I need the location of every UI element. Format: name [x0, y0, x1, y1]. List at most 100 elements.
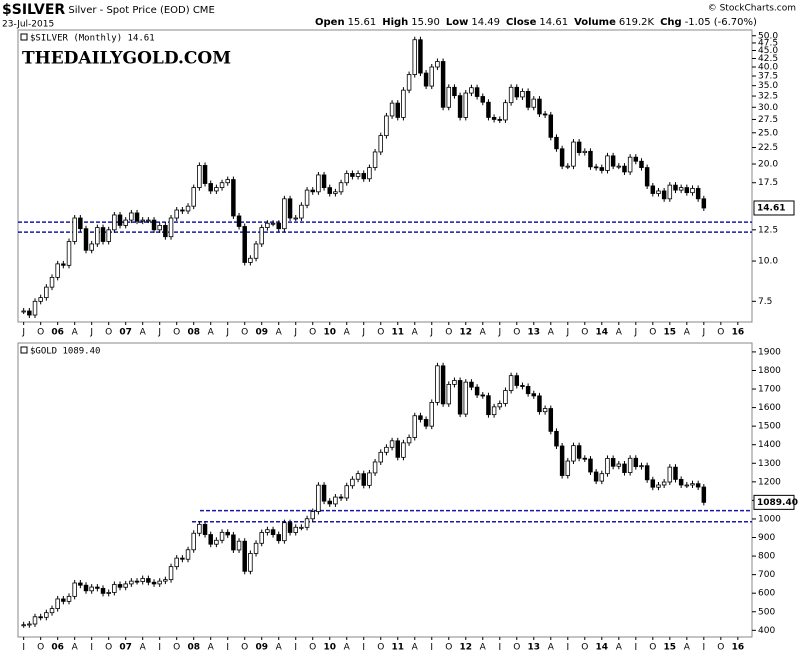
x-tick-label: 08 [187, 643, 200, 650]
candle-body [593, 471, 599, 482]
candle-body [44, 612, 49, 618]
candle-body [225, 531, 230, 536]
candle-body [129, 212, 134, 221]
candle-body [661, 190, 667, 200]
candle-body [117, 584, 123, 588]
x-tick-label: O [581, 328, 588, 338]
candle-body [656, 190, 661, 194]
x-tick-label: J [89, 328, 93, 338]
quote-label: Open [315, 17, 345, 28]
x-tick-label: 15 [664, 328, 677, 338]
x-tick-label: J [701, 328, 705, 338]
quote: Open 15.61 High 15.90 Low 14.49 Close 14.61 Volu… [315, 17, 757, 28]
candle-body [497, 403, 503, 408]
candle-body [395, 440, 400, 458]
y-tick-label: 40.0 [758, 62, 778, 72]
y-tick-label: 1600 [758, 403, 781, 413]
candle-body [236, 215, 242, 227]
candle-body [338, 182, 344, 193]
watermark: THEDAILYGOLD.COM [22, 49, 231, 69]
x-tick-label: 13 [528, 643, 541, 650]
x-tick-label: O [717, 328, 724, 338]
y-tick-label: 17.5 [758, 178, 778, 188]
candle-body [435, 365, 440, 403]
candle-body [49, 608, 55, 614]
candle-body [225, 179, 230, 184]
candle-body [440, 365, 446, 405]
x-tick-label: J [225, 328, 229, 338]
y-tick-label: 1700 [758, 385, 781, 395]
candle-body [299, 526, 304, 529]
candle-body [287, 198, 293, 219]
candle-body [656, 484, 661, 488]
candle-body [310, 511, 315, 520]
candle-body [72, 217, 77, 242]
candle-body [191, 532, 196, 551]
x-tick-label: A [684, 643, 691, 650]
x-tick-label: 14 [596, 643, 609, 650]
candle-body [55, 598, 60, 610]
candle-body [38, 297, 43, 302]
candle-body [163, 579, 168, 582]
x-tick-label: 12 [460, 643, 473, 650]
candle-body [531, 98, 537, 108]
candle-body [287, 522, 293, 533]
candle-body [514, 86, 520, 98]
x-tick-label: 06 [51, 643, 64, 650]
candle-body [559, 445, 565, 476]
y-tick-label: 35.0 [758, 81, 778, 91]
y-tick-label: 1200 [758, 477, 781, 487]
candle-body [276, 534, 281, 542]
candle-body [367, 167, 372, 180]
x-tick-label: 06 [51, 328, 64, 338]
x-tick-label: J [293, 643, 297, 650]
quote-value: 14.49 [471, 17, 500, 28]
x-tick-label: O [377, 643, 384, 650]
candle-body [599, 167, 605, 171]
candle-body [690, 188, 695, 194]
legend-icon [20, 33, 28, 41]
candle-body [673, 184, 678, 191]
candle-body [610, 458, 616, 467]
candle-body [27, 310, 32, 316]
candle-body [480, 96, 486, 103]
y-tick-label: 1300 [758, 459, 781, 469]
candle-body [140, 578, 145, 582]
candle-body [650, 185, 656, 194]
candle-body [89, 243, 94, 251]
candle-body [565, 460, 571, 476]
candle-body [174, 557, 179, 568]
candle-body [168, 566, 174, 581]
candle-body [333, 191, 338, 194]
candle-body [429, 66, 435, 87]
x-tick-label: A [72, 643, 79, 650]
exchange: CME [193, 5, 215, 16]
x-tick-label: A [412, 328, 419, 338]
candle-body [219, 531, 225, 541]
candle-body [310, 189, 315, 193]
candle-body [406, 74, 412, 91]
candle-body [78, 582, 83, 586]
candle-body [486, 395, 491, 416]
candle-body [401, 442, 406, 458]
x-tick-label: O [445, 328, 452, 338]
candle-body [44, 286, 49, 299]
x-tick-label: 09 [255, 328, 268, 338]
x-tick-label: 09 [255, 643, 268, 650]
candle-body [248, 257, 253, 263]
plot-frame [17, 342, 753, 638]
candle-body [321, 174, 327, 188]
candle-body [282, 198, 287, 230]
candle-body [605, 155, 610, 171]
candle-body [174, 209, 179, 219]
x-tick-label: A [140, 328, 147, 338]
candle-body [49, 276, 55, 288]
candle-body [599, 473, 605, 482]
candle-body [571, 445, 576, 462]
candle-body [106, 229, 111, 242]
candle-body [100, 227, 106, 242]
candle-body [684, 187, 690, 194]
x-tick-label: J [429, 328, 433, 338]
candle-body [32, 616, 38, 625]
candle-body [695, 483, 701, 488]
